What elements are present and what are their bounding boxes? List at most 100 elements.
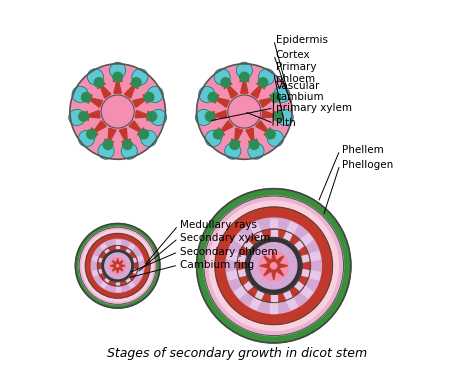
Circle shape <box>98 246 138 286</box>
Circle shape <box>105 253 130 279</box>
Circle shape <box>123 140 132 149</box>
Polygon shape <box>301 269 320 280</box>
Polygon shape <box>270 95 274 103</box>
Circle shape <box>277 109 293 125</box>
Polygon shape <box>294 282 304 290</box>
Polygon shape <box>137 128 144 135</box>
Circle shape <box>113 72 122 82</box>
Polygon shape <box>117 268 119 273</box>
Polygon shape <box>272 270 276 280</box>
Polygon shape <box>105 249 109 253</box>
Polygon shape <box>116 282 119 292</box>
Polygon shape <box>264 256 272 264</box>
Circle shape <box>150 109 166 125</box>
Polygon shape <box>283 222 297 241</box>
Circle shape <box>147 112 156 121</box>
Text: Secondary phloem: Secondary phloem <box>180 247 278 257</box>
Polygon shape <box>231 139 240 143</box>
Polygon shape <box>270 219 277 237</box>
Circle shape <box>197 64 292 159</box>
Polygon shape <box>99 269 102 273</box>
Circle shape <box>225 143 241 159</box>
Polygon shape <box>92 256 102 263</box>
Polygon shape <box>116 282 119 285</box>
Polygon shape <box>135 111 152 118</box>
Circle shape <box>258 78 268 87</box>
Polygon shape <box>250 222 264 241</box>
Circle shape <box>82 230 153 302</box>
Polygon shape <box>235 233 253 250</box>
Circle shape <box>265 130 275 139</box>
Polygon shape <box>105 278 109 282</box>
Polygon shape <box>210 111 227 118</box>
Polygon shape <box>271 230 277 237</box>
Polygon shape <box>255 291 264 299</box>
Polygon shape <box>213 97 229 107</box>
Circle shape <box>204 196 344 336</box>
Polygon shape <box>251 82 263 98</box>
Polygon shape <box>126 244 135 253</box>
Polygon shape <box>260 97 276 107</box>
Polygon shape <box>260 263 269 268</box>
Polygon shape <box>219 128 225 135</box>
Circle shape <box>248 143 264 159</box>
Circle shape <box>147 86 163 102</box>
Circle shape <box>102 250 134 282</box>
Polygon shape <box>133 269 137 273</box>
Polygon shape <box>147 111 150 121</box>
Circle shape <box>215 207 332 324</box>
Circle shape <box>72 86 88 102</box>
Polygon shape <box>108 128 116 145</box>
Polygon shape <box>244 241 253 250</box>
Text: Pith: Pith <box>275 118 295 128</box>
Polygon shape <box>238 255 246 262</box>
Circle shape <box>208 92 218 102</box>
Circle shape <box>87 69 103 85</box>
Polygon shape <box>246 128 254 145</box>
Circle shape <box>221 78 230 87</box>
Text: Vascular
cambium: Vascular cambium <box>275 81 324 102</box>
Text: Cortex: Cortex <box>275 50 310 60</box>
Polygon shape <box>244 282 253 290</box>
Circle shape <box>197 189 351 343</box>
Polygon shape <box>264 268 272 276</box>
Polygon shape <box>91 121 106 134</box>
Polygon shape <box>133 256 143 263</box>
Text: Primary
phloem: Primary phloem <box>275 62 316 84</box>
Circle shape <box>205 112 215 121</box>
Circle shape <box>132 69 148 85</box>
Text: primary xylem: primary xylem <box>275 103 352 113</box>
Circle shape <box>139 130 148 139</box>
Circle shape <box>132 78 141 87</box>
Circle shape <box>249 140 259 149</box>
Polygon shape <box>264 128 270 135</box>
Circle shape <box>87 130 96 139</box>
Circle shape <box>79 112 88 121</box>
Circle shape <box>267 130 283 147</box>
Text: Phellogen: Phellogen <box>342 160 393 170</box>
Text: Cambium ring: Cambium ring <box>180 260 254 270</box>
Polygon shape <box>97 84 105 89</box>
Polygon shape <box>114 77 121 93</box>
Polygon shape <box>248 139 257 143</box>
Polygon shape <box>130 84 138 89</box>
Polygon shape <box>126 278 130 282</box>
Circle shape <box>237 229 310 303</box>
Text: Stages of secondary growth in dicot stem: Stages of secondary growth in dicot stem <box>107 347 367 360</box>
Text: Epidermis: Epidermis <box>275 35 328 45</box>
Circle shape <box>79 130 95 147</box>
Polygon shape <box>116 240 119 249</box>
Polygon shape <box>119 128 128 145</box>
Polygon shape <box>117 258 119 263</box>
Circle shape <box>85 233 150 298</box>
Polygon shape <box>121 139 131 143</box>
Polygon shape <box>133 97 149 107</box>
Text: Secondary xylem: Secondary xylem <box>180 233 270 243</box>
Polygon shape <box>85 111 89 121</box>
Circle shape <box>79 227 156 305</box>
Polygon shape <box>255 232 264 241</box>
Polygon shape <box>101 278 109 288</box>
Polygon shape <box>226 82 237 98</box>
Circle shape <box>228 95 261 128</box>
Circle shape <box>259 251 288 280</box>
